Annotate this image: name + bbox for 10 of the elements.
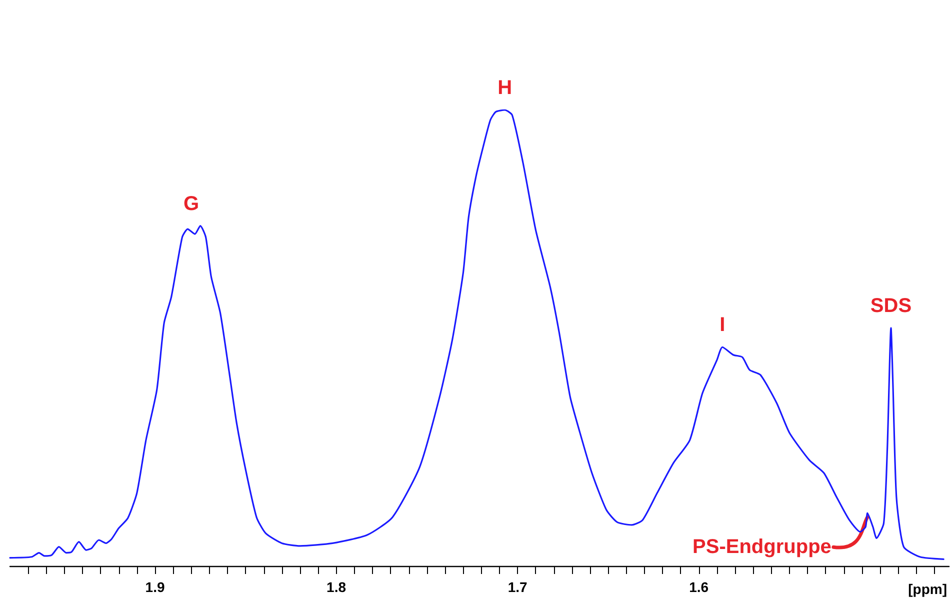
x-tick-label: 1.8 [326,579,346,595]
x-tick-label: 1.9 [145,579,165,595]
x-tick-label: 1.6 [689,579,709,595]
annotation: PS-Endgruppe [692,536,832,558]
annotation: SDS [870,294,912,317]
annotation: I [720,314,726,336]
x-tick-label: 1.7 [508,579,528,595]
annotation: H [498,77,512,99]
annotation: G [183,192,200,215]
x-axis-title: [ppm] [908,581,947,597]
